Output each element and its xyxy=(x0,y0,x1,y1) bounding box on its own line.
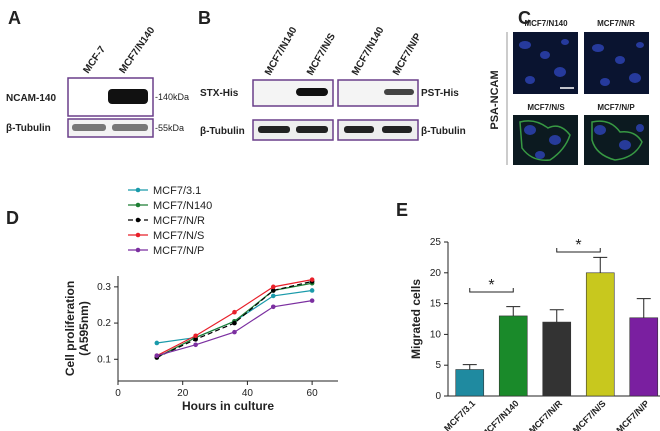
row-label: β-Tubulin xyxy=(200,126,245,137)
row-label: PST-His xyxy=(421,88,459,99)
y-tick-label: 0.3 xyxy=(97,282,111,293)
row-label: β-Tubulin xyxy=(6,123,51,134)
significance-bracket xyxy=(556,248,601,253)
point xyxy=(309,277,315,282)
point xyxy=(232,329,237,335)
x-axis-label: Hours in culture xyxy=(182,399,274,413)
y-axis-label: (A595nm) xyxy=(77,301,91,356)
band xyxy=(108,89,148,104)
x-tick-label: 40 xyxy=(242,388,254,399)
image-label: MCF7/N/R xyxy=(597,19,635,28)
point xyxy=(309,288,315,293)
panel-label: A xyxy=(8,8,21,28)
error-bar xyxy=(549,309,564,323)
blot-box xyxy=(337,119,419,141)
y-tick-label: 5 xyxy=(435,360,441,371)
y-tick-label: 25 xyxy=(430,237,442,248)
annotation: * xyxy=(488,277,494,294)
band xyxy=(384,89,414,95)
legend-marker xyxy=(135,247,141,253)
point xyxy=(193,342,198,348)
bar xyxy=(455,369,485,397)
bar xyxy=(498,315,528,397)
band xyxy=(344,126,374,133)
point xyxy=(270,288,276,293)
membrane-stain xyxy=(519,120,643,161)
legend-label: MCF7/N/P xyxy=(153,245,204,257)
y-tick-label: 10 xyxy=(430,329,442,340)
point xyxy=(270,304,276,310)
nuclei xyxy=(519,39,644,159)
band xyxy=(72,124,106,131)
point xyxy=(154,340,160,346)
micrograph xyxy=(584,32,649,94)
band xyxy=(296,88,328,96)
panel-label: E xyxy=(396,200,408,220)
image-label: MCF7/N140 xyxy=(524,19,568,28)
stain-label: PSA-NCAM xyxy=(489,70,501,129)
row-label: β-Tubulin xyxy=(421,126,466,137)
bar xyxy=(542,321,572,397)
panel-label: D xyxy=(6,208,19,228)
panel-label: B xyxy=(198,8,211,28)
error-bar xyxy=(462,364,477,370)
x-tick-label: 20 xyxy=(177,388,189,399)
blot-box xyxy=(252,119,334,141)
y-axis-label: Cell proliferation xyxy=(63,281,77,376)
significance-bracket xyxy=(469,288,514,293)
y-tick-label: 0 xyxy=(435,391,441,402)
marker-label: -55kDa xyxy=(155,123,184,133)
error-bar xyxy=(506,306,521,316)
y-tick-label: 20 xyxy=(430,268,442,279)
y-axis-label: Migrated cells xyxy=(409,279,423,359)
bar xyxy=(629,317,659,397)
micrographs xyxy=(513,32,649,165)
y-tick-label: 0.1 xyxy=(97,354,111,365)
point xyxy=(193,337,198,342)
marker-label: -140kDa xyxy=(155,92,189,102)
band xyxy=(112,124,148,131)
legend-label: MCF7/N/S xyxy=(153,230,204,242)
point xyxy=(193,333,198,339)
image-label: MCF7/N/S xyxy=(527,103,565,112)
point xyxy=(270,284,276,290)
legend-label: MCF7/N/R xyxy=(153,215,205,227)
blot-box xyxy=(67,118,154,138)
point xyxy=(309,298,315,303)
bar xyxy=(585,272,615,397)
point xyxy=(232,309,237,315)
legend-marker xyxy=(135,187,141,193)
band xyxy=(258,126,290,133)
micrograph xyxy=(584,115,649,165)
legend-label: MCF7/3.1 xyxy=(153,185,201,197)
x-tick-label: 60 xyxy=(307,388,319,399)
annotation: * xyxy=(575,237,581,254)
row-label: STX-His xyxy=(200,88,239,99)
point xyxy=(154,353,160,358)
panel-label: C xyxy=(518,8,531,28)
point xyxy=(270,293,276,299)
x-tick-label: 0 xyxy=(115,388,121,399)
error-bar xyxy=(636,298,651,318)
band xyxy=(296,126,328,133)
legend-label: MCF7/N140 xyxy=(153,200,212,212)
band xyxy=(382,126,412,133)
point xyxy=(232,320,237,326)
error-bar xyxy=(593,256,608,273)
row-label: NCAM-140 xyxy=(6,93,56,104)
y-tick-label: 15 xyxy=(430,299,442,310)
legend-marker xyxy=(135,217,141,223)
image-label: MCF7/N/P xyxy=(597,103,635,112)
y-tick-label: 0.2 xyxy=(97,318,111,329)
legend-marker xyxy=(135,202,141,208)
legend-marker xyxy=(135,232,141,238)
